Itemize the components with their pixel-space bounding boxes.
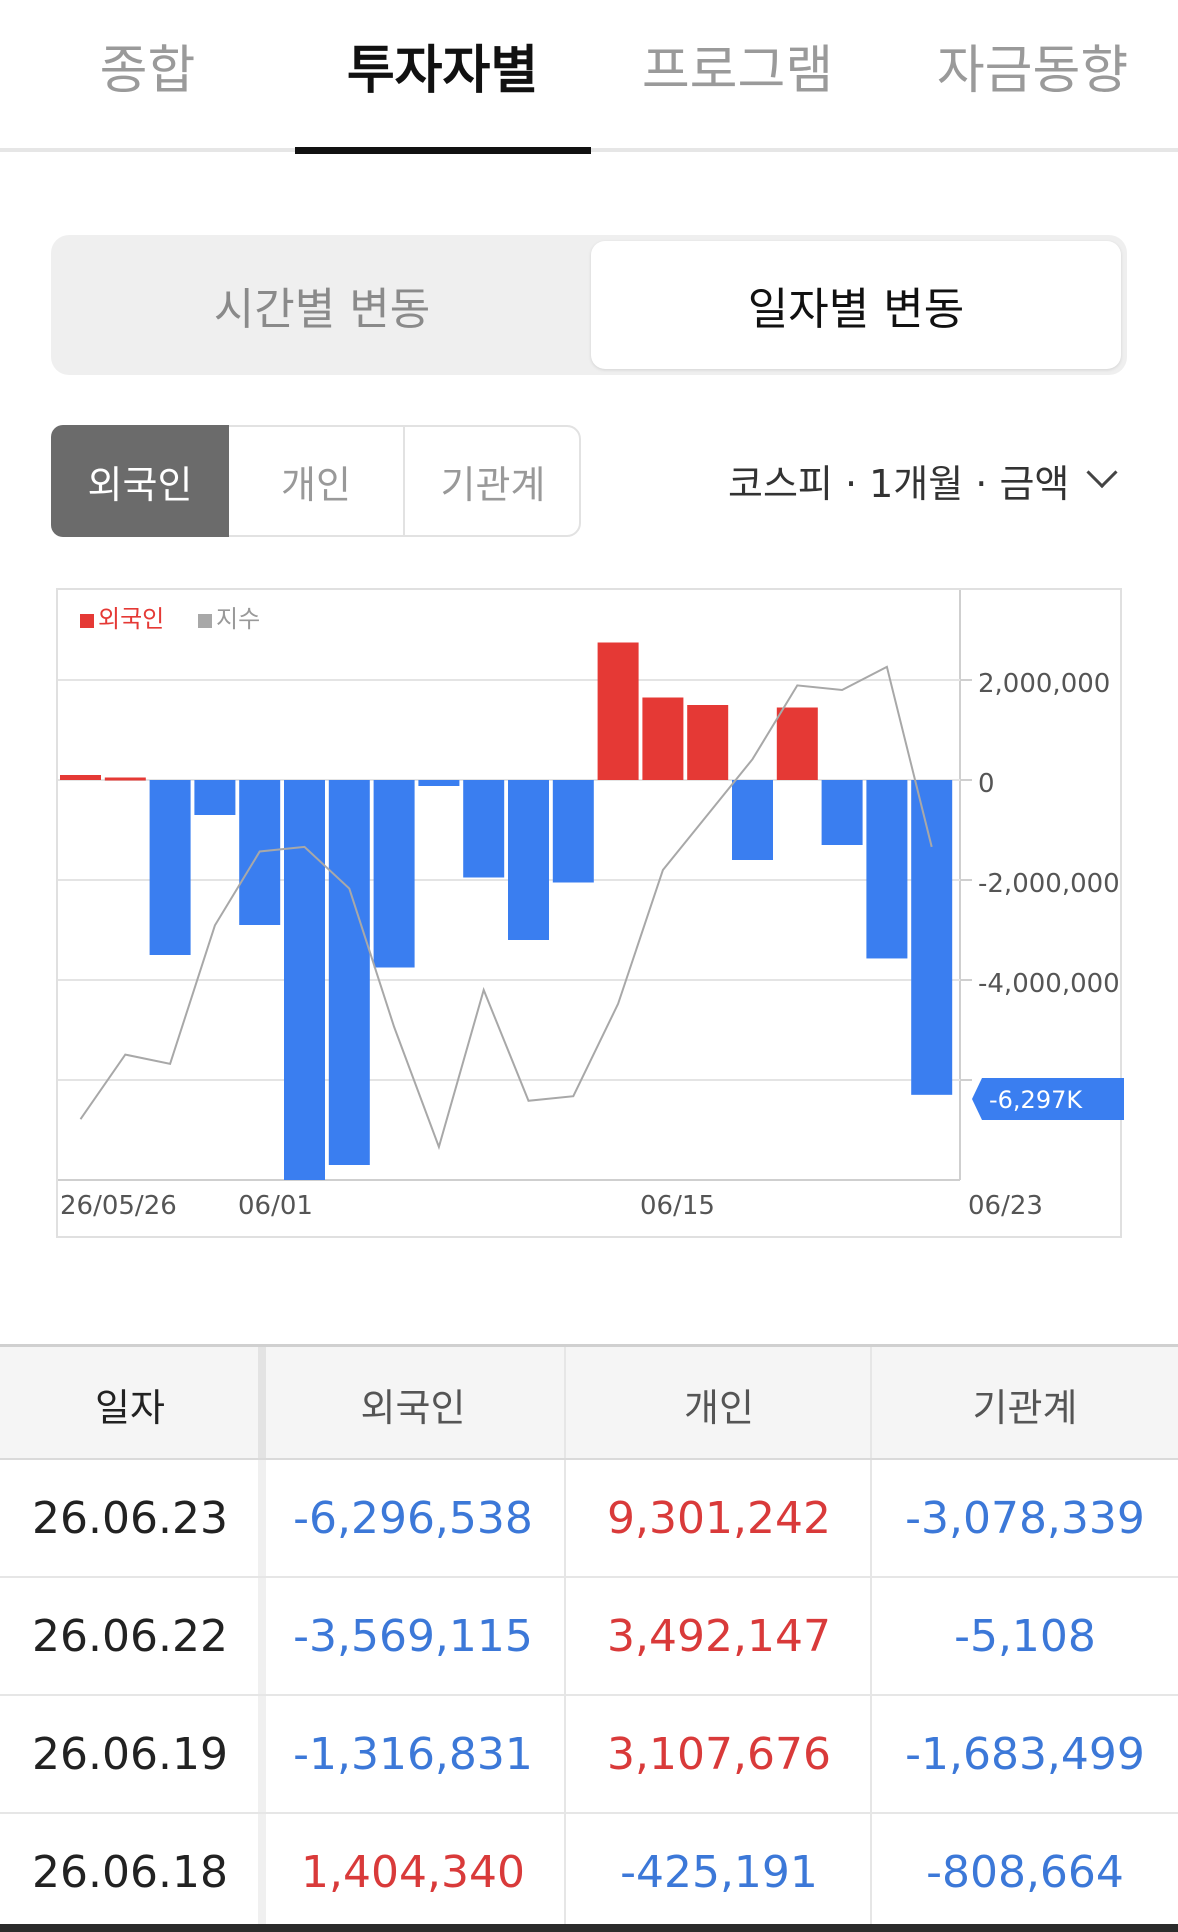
segment-daily[interactable]: 일자별 변동: [591, 241, 1121, 369]
bar-foreign: [687, 705, 729, 780]
segment-hourly[interactable]: 시간별 변동: [213, 284, 431, 335]
tab-by-investor[interactable]: 투자자별: [346, 41, 539, 101]
bar-foreign: [597, 642, 639, 780]
header-institution: 기관계: [972, 1385, 1078, 1430]
table-row: 26.06.18 1,404,340 -425,191 -808,664: [0, 1814, 1178, 1932]
investor-filter: 외국인 개인 기관계: [51, 425, 581, 537]
foreign-cell: 1,404,340: [301, 1846, 525, 1898]
y-tick-label: 0: [978, 769, 995, 799]
table-row: 26.06.19 -1,316,831 3,107,676 -1,683,499: [0, 1696, 1178, 1814]
y-tick-label: 2,000,000: [978, 669, 1110, 699]
active-tab-indicator: [295, 147, 591, 154]
y-tick-label: -4,000,000: [978, 969, 1120, 999]
tab-program[interactable]: 프로그램: [641, 41, 834, 101]
table-row: 26.06.22 -3,569,115 3,492,147 -5,108: [0, 1578, 1178, 1696]
market-period-label: 코스피 · 1개월 · 금액: [728, 462, 1070, 506]
chart-canvas: 2,000,000 0 -2,000,000 -4,000,000 26/05/26 0…: [58, 590, 1124, 1221]
top-tab-bar: 종합 투자자별 프로그램 자금동향: [0, 0, 1178, 154]
bar-foreign: [284, 780, 325, 1180]
bar-foreign: [373, 780, 415, 968]
x-tick-label: 06/23: [968, 1191, 1043, 1221]
bar-foreign: [463, 780, 505, 878]
foreign-cell: -6,296,538: [293, 1492, 533, 1544]
investor-table: 일자 외국인 개인 기관계 26.06.23 -6,296,538 9,301,24…: [0, 1344, 1178, 1932]
last-value-label: -6,297K: [989, 1086, 1083, 1114]
individual-cell: -425,191: [620, 1846, 818, 1898]
bar-foreign: [552, 780, 594, 883]
filter-individual[interactable]: 개인: [229, 427, 405, 535]
bar-foreign: [60, 775, 101, 780]
investor-chart: 2,000,000 0 -2,000,000 -4,000,000 26/05/26 0…: [56, 588, 1124, 1238]
filter-foreign[interactable]: 외국인: [51, 425, 229, 537]
individual-cell: 3,492,147: [607, 1610, 831, 1662]
institution-cell: -3,078,339: [905, 1492, 1145, 1544]
bar-foreign: [149, 780, 191, 955]
date-cell: 26.06.19: [32, 1728, 228, 1780]
legend-foreign: 외국인: [98, 605, 164, 633]
table-body: 26.06.23 -6,296,538 9,301,242 -3,078,339 26.…: [0, 1460, 1178, 1932]
bar-foreign: [194, 780, 236, 815]
foreign-cell: -1,316,831: [293, 1728, 533, 1780]
tab-fund-flow[interactable]: 자금동향: [936, 41, 1129, 101]
institution-cell: -1,683,499: [905, 1728, 1145, 1780]
individual-cell: 3,107,676: [607, 1728, 831, 1780]
bar-foreign: [642, 697, 684, 780]
x-tick-label: 06/15: [640, 1191, 715, 1221]
individual-cell: 9,301,242: [607, 1492, 831, 1544]
bar-foreign: [911, 780, 953, 1095]
legend-index: 지수: [216, 605, 260, 633]
last-value-tag: -6,297K: [972, 1078, 1124, 1120]
bar-foreign: [732, 780, 773, 860]
header-individual: 개인: [684, 1385, 754, 1430]
x-tick-label: 26/05/26: [60, 1191, 177, 1221]
bar-foreign: [776, 707, 818, 780]
x-tick-label: 06/01: [238, 1191, 313, 1221]
table-header: 일자 외국인 개인 기관계: [0, 1344, 1178, 1460]
date-cell: 26.06.22: [32, 1610, 228, 1662]
table-row: 26.06.23 -6,296,538 9,301,242 -3,078,339: [0, 1460, 1178, 1578]
foreign-cell: -3,569,115: [293, 1610, 533, 1662]
bar-foreign: [328, 780, 370, 1165]
tab-summary[interactable]: 종합: [99, 41, 196, 101]
date-cell: 26.06.23: [32, 1492, 228, 1544]
header-date: 일자: [95, 1385, 165, 1430]
bar-foreign: [821, 780, 863, 845]
market-period-dropdown[interactable]: 코스피 · 1개월 · 금액: [728, 453, 1118, 508]
institution-cell: -5,108: [954, 1610, 1096, 1662]
chevron-down-icon: [1086, 456, 1118, 488]
date-cell: 26.06.18: [32, 1846, 228, 1898]
y-tick-label: -2,000,000: [978, 869, 1120, 899]
period-segmented-control: 시간별 변동 일자별 변동: [51, 235, 1127, 375]
filter-institution[interactable]: 기관계: [440, 462, 546, 507]
legend-swatch-foreign: [80, 614, 94, 628]
header-foreign: 외국인: [360, 1385, 466, 1430]
bar-foreign: [508, 780, 549, 940]
index-line: [79, 665, 933, 1151]
institution-cell: -808,664: [926, 1846, 1124, 1898]
bottom-edge: [0, 1924, 1178, 1932]
bar-foreign: [104, 777, 146, 781]
legend-swatch-index: [198, 614, 212, 628]
bar-foreign: [418, 780, 460, 786]
bar-foreign: [866, 780, 908, 959]
